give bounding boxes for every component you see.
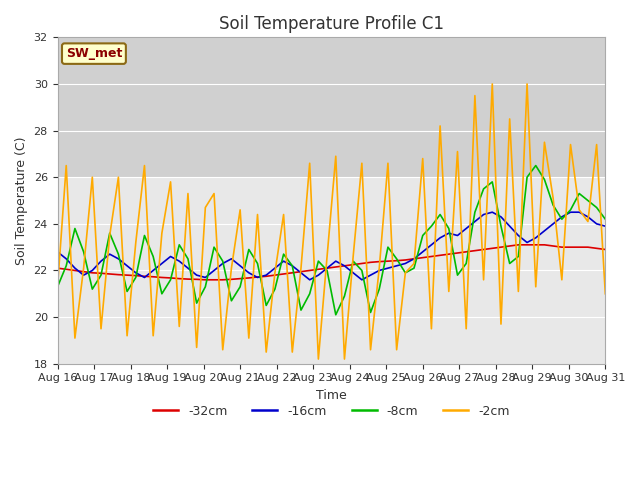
Line: -16cm: -16cm [58, 212, 605, 280]
-2cm [419, 156, 426, 161]
Bar [58, 37, 605, 177]
-32cm [124, 272, 131, 278]
-2cm [332, 153, 340, 159]
-32cm [410, 256, 418, 262]
-16cm [410, 256, 418, 262]
-16cm [124, 263, 131, 269]
-16cm [419, 249, 426, 255]
-2cm [488, 81, 496, 87]
-8cm [532, 163, 540, 168]
-2cm [314, 356, 322, 362]
Y-axis label: Soil Temperature (C): Soil Temperature (C) [15, 136, 28, 265]
Line: -2cm: -2cm [58, 84, 605, 359]
-16cm [306, 277, 314, 283]
-8cm [410, 265, 418, 271]
-8cm [124, 288, 131, 294]
Text: SW_met: SW_met [66, 47, 122, 60]
-32cm [202, 277, 209, 283]
-2cm [602, 291, 609, 297]
Legend: -32cm, -16cm, -8cm, -2cm: -32cm, -16cm, -8cm, -2cm [148, 400, 515, 423]
-8cm [602, 216, 609, 222]
-8cm [332, 312, 340, 318]
-8cm [280, 251, 287, 257]
-8cm [54, 284, 61, 289]
-2cm [54, 284, 61, 289]
-32cm [332, 264, 340, 270]
-32cm [289, 270, 296, 276]
-2cm [124, 333, 131, 338]
-8cm [419, 233, 426, 239]
-16cm [602, 223, 609, 229]
Title: Soil Temperature Profile C1: Soil Temperature Profile C1 [219, 15, 444, 33]
-16cm [280, 258, 287, 264]
Line: -32cm: -32cm [58, 245, 605, 280]
-32cm [367, 259, 374, 265]
-8cm [323, 267, 331, 273]
-16cm [54, 249, 61, 255]
-16cm [488, 209, 496, 215]
-32cm [419, 255, 426, 261]
-2cm [280, 212, 287, 217]
Line: -8cm: -8cm [58, 166, 605, 315]
-2cm [410, 261, 418, 266]
-2cm [367, 347, 374, 353]
-8cm [367, 310, 374, 315]
-32cm [54, 265, 61, 271]
-32cm [602, 247, 609, 252]
-32cm [515, 242, 522, 248]
-16cm [367, 272, 374, 278]
-16cm [332, 258, 340, 264]
X-axis label: Time: Time [316, 389, 347, 402]
